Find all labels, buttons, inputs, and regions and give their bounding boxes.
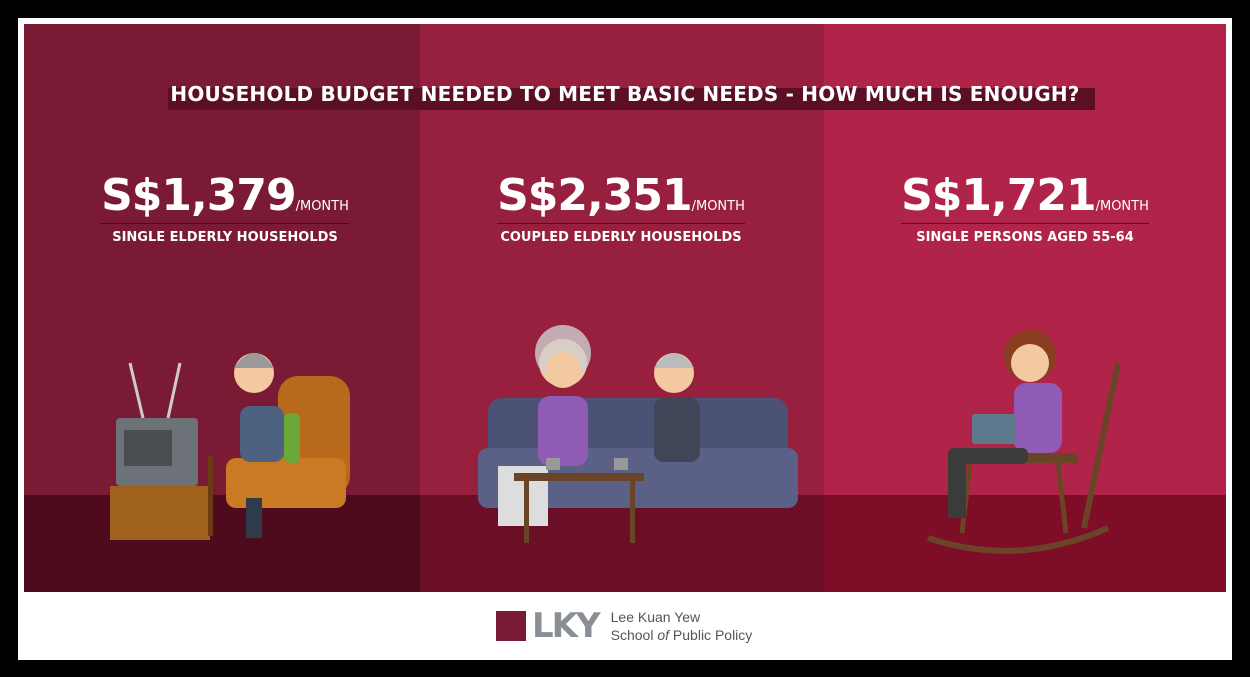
stat: S$1,379/MONTH SINGLE ELDERLY HOUSEHOLDS [24,170,426,245]
floor [420,495,824,592]
title-bar [168,88,1095,110]
logo-mark: LKY [532,606,601,646]
panel [24,24,420,592]
label: COUPLED ELDERLY HOUSEHOLDS [500,230,742,245]
unit: /MONTH [295,199,349,214]
logo-line: Lee Kuan Yew [610,609,701,625]
floor [24,495,420,592]
title: HOUSEHOLD BUDGET NEEDED TO MEET BASIC NE… [170,82,1080,106]
logo-word: Public Policy [672,627,753,643]
label: SINGLE ELDERLY HOUSEHOLDS [112,230,338,245]
logo-text: Lee Kuan Yew School of Public Policy [611,608,753,644]
logo-line: School of Public Policy [611,626,753,644]
stat: S$2,351/MONTH COUPLED ELDERLY HOUSEHOLDS [420,170,822,245]
stat: S$1,721/MONTH SINGLE PERSONS AGED 55-64 [824,170,1226,245]
illustrations [110,325,1121,554]
amount: S$1,379 [101,170,296,221]
logo: LKY Lee Kuan Yew School of Public Policy [496,606,752,646]
sofa-scene [478,325,798,543]
logo-word: of [657,627,670,643]
rocking-chair-scene [927,330,1121,554]
amount: S$2,351 [497,170,692,221]
unit: /MONTH [1095,199,1149,214]
infographic: HOUSEHOLD BUDGET NEEDED TO MEET BASIC NE… [18,18,1232,660]
tv-scene [110,353,350,540]
logo-square [496,611,526,641]
amount: S$1,721 [901,170,1096,221]
unit: /MONTH [691,199,745,214]
logo-word: School [610,627,654,643]
floor [824,495,1226,592]
panel [824,24,1226,592]
label: SINGLE PERSONS AGED 55-64 [916,230,1134,245]
